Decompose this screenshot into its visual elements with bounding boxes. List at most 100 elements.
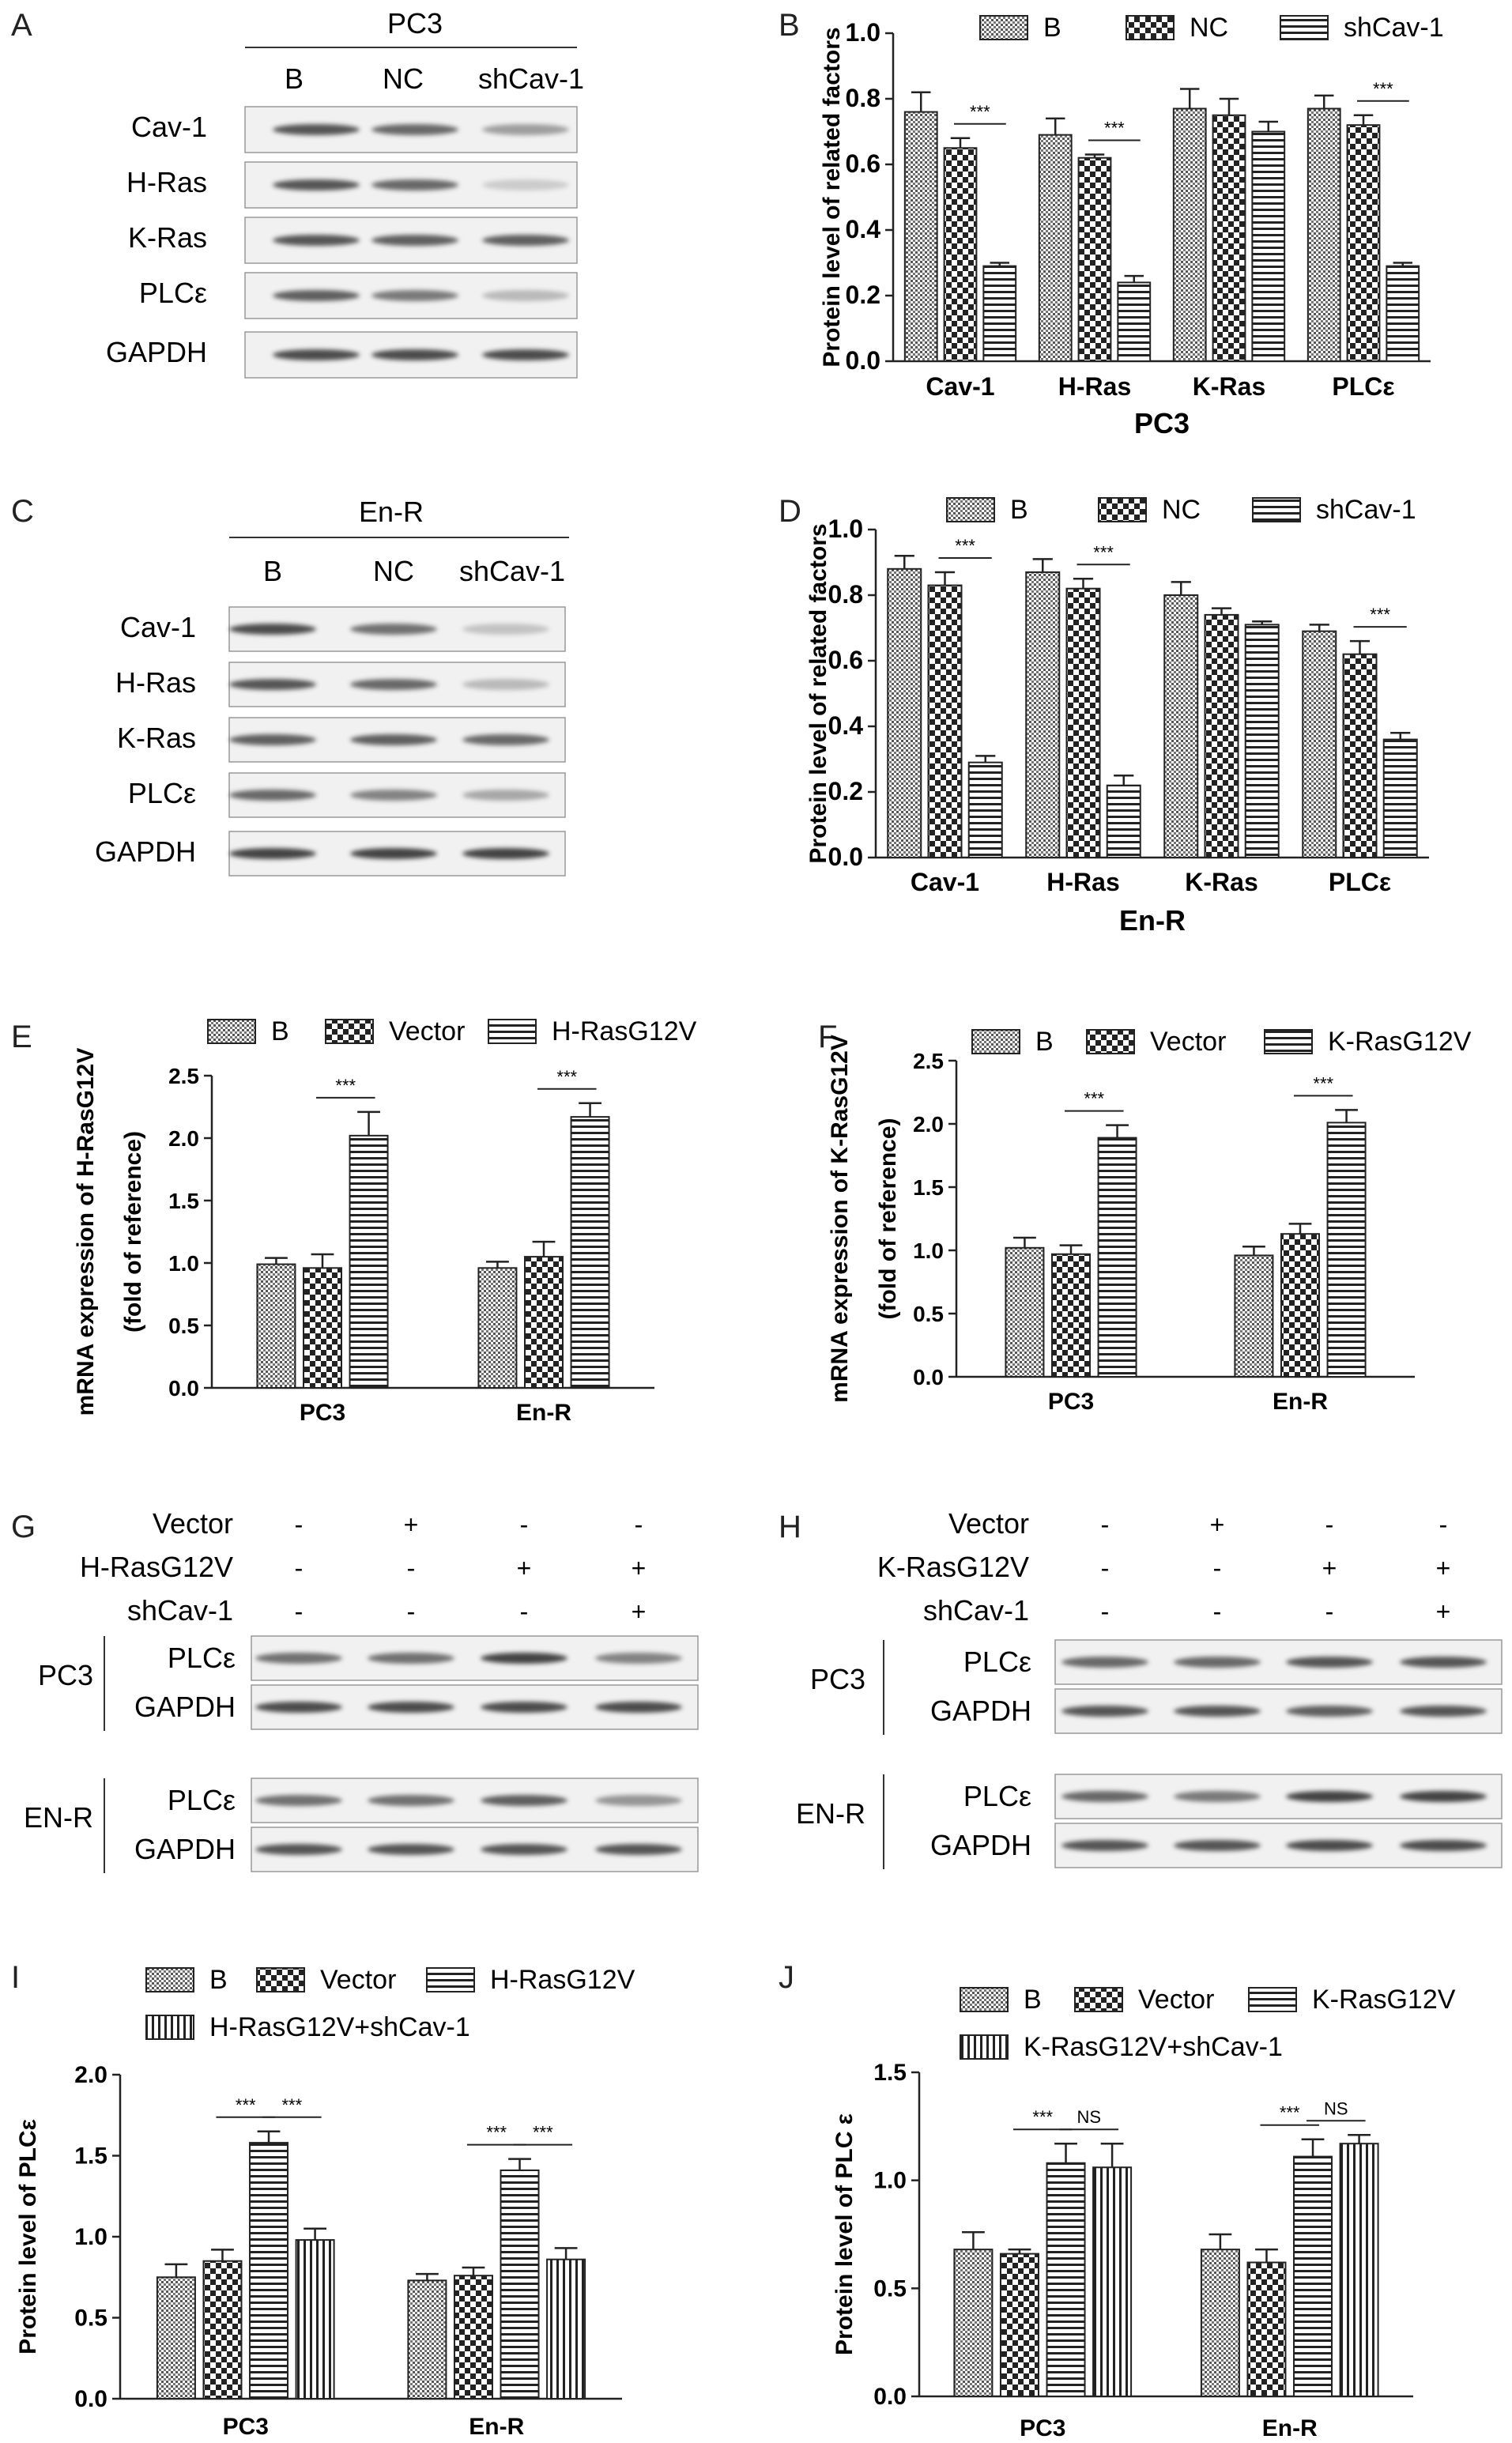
- blot-band: [255, 1795, 342, 1806]
- blot-band: [1400, 1657, 1487, 1668]
- x-tick-label: En-R: [469, 2414, 524, 2440]
- chart-f: 0.0 0.5 1.0 1.5 2.0 2.5 mRNA expression of K-R…: [827, 1027, 1472, 1415]
- blot-band: [462, 848, 549, 859]
- bar: [1077, 156, 1112, 362]
- bar: [1117, 281, 1152, 362]
- y-axis-label: Protein level of PLC ε: [831, 2113, 858, 2355]
- x-tick-label: En-R: [516, 1400, 571, 1426]
- significance-label: ***: [1084, 1089, 1104, 1109]
- bar: [1244, 624, 1280, 858]
- x-tick-label: H-Ras: [1046, 868, 1119, 896]
- y-tick-label: 0.6: [846, 149, 880, 178]
- blot-band: [350, 790, 437, 801]
- treatment-mark: -: [407, 1554, 416, 1582]
- x-tick-label: K-Ras: [1193, 372, 1265, 401]
- significance-label: ***: [955, 536, 975, 556]
- treatment-label: Vector: [948, 1507, 1029, 1540]
- treatment-mark: +: [1436, 1554, 1451, 1582]
- y-axis-label: Protein level of related factors: [819, 27, 845, 367]
- blot-band: [350, 848, 437, 859]
- blot-band: [368, 1795, 454, 1806]
- legend-label: K-RasG12V: [1328, 1027, 1472, 1057]
- panel-letter-h: H: [779, 1510, 801, 1544]
- significance-label: ***: [556, 1067, 577, 1087]
- legend-label: B: [1010, 495, 1028, 525]
- significance-label: ***: [1032, 2107, 1053, 2127]
- treatment-mark: -: [520, 1597, 529, 1626]
- bar: [524, 1256, 564, 1389]
- panel-letter-g: G: [11, 1510, 36, 1544]
- blot-row-label: K-Ras: [117, 722, 196, 754]
- blot-band: [350, 679, 437, 690]
- legend-swatch: [1280, 15, 1329, 40]
- treatment-mark: -: [1101, 1554, 1110, 1582]
- y-tick-label: 1.0: [74, 2224, 107, 2250]
- y-axis-label-secondary: (fold of reference): [875, 1118, 901, 1319]
- bar: [1326, 1122, 1367, 1378]
- significance-label: NS: [1324, 2098, 1348, 2118]
- x-tick-label: PC3: [1048, 1389, 1094, 1415]
- y-tick-label: 1.0: [168, 1251, 199, 1276]
- y-tick-label: 0.4: [828, 711, 864, 740]
- significance-label: ***: [533, 2123, 553, 2143]
- blot-rows: Cav-1 H-Ras K-Ras PLCε GAPDH: [106, 106, 578, 379]
- blot-band: [1061, 1657, 1148, 1668]
- treatment-label: H-RasG12V: [80, 1551, 233, 1583]
- y-tick-label: 0.4: [846, 215, 881, 243]
- bar: [953, 2249, 994, 2397]
- blot-band: [229, 734, 316, 745]
- legend-swatch: [325, 1019, 374, 1044]
- bar: [943, 147, 978, 362]
- x-tick-label: Cav-1: [926, 372, 994, 401]
- blot-band: [229, 848, 316, 859]
- y-tick-label: 0.8: [846, 84, 880, 112]
- y-axis-label: Protein level of PLCε: [15, 2119, 41, 2354]
- blot-row-label: Cav-1: [120, 611, 196, 643]
- treatment-mark: +: [632, 1554, 647, 1582]
- y-tick-label: 0.0: [828, 843, 863, 871]
- bar: [349, 1134, 389, 1389]
- legend-label: H-RasG12V+shCav-1: [209, 2012, 470, 2042]
- panel-letter-e: E: [11, 1020, 32, 1054]
- bar: [982, 265, 1017, 362]
- legend-label: Vector: [320, 1965, 396, 1995]
- bar: [1200, 2249, 1240, 2397]
- y-tick-label: 0.5: [873, 2275, 907, 2302]
- legend-label: K-RasG12V+shCav-1: [1024, 2032, 1283, 2062]
- bar: [1106, 784, 1141, 859]
- panel-letter-i: I: [11, 1960, 20, 1995]
- bar: [546, 2258, 586, 2400]
- y-tick-label: 0.2: [828, 777, 863, 805]
- bar: [256, 1263, 296, 1389]
- blot-band: [255, 1844, 342, 1855]
- legend-swatch: [1126, 15, 1175, 40]
- blot-band: [1061, 1840, 1148, 1851]
- treatment-mark: -: [1325, 1510, 1334, 1539]
- y-tick-label: 1.0: [873, 2168, 907, 2194]
- bar: [249, 2142, 289, 2400]
- treatment-mark: -: [295, 1510, 304, 1539]
- blot-band: [1286, 1706, 1373, 1717]
- bar: [1172, 107, 1207, 362]
- significance-label: ***: [1280, 2103, 1300, 2123]
- treatment-mark: -: [520, 1510, 529, 1539]
- legend-swatch: [145, 2015, 194, 2040]
- bar: [1097, 1137, 1137, 1378]
- x-tick-label: En-R: [1273, 1389, 1328, 1415]
- y-tick-label: 1.5: [913, 1175, 944, 1200]
- bar: [927, 584, 963, 858]
- y-tick-label: 2.5: [168, 1064, 199, 1088]
- legend-swatch: [145, 1967, 194, 1992]
- panel-letter-b: B: [779, 8, 800, 43]
- bar: [1212, 114, 1246, 362]
- bar: [295, 2239, 335, 2400]
- blot-band: [1174, 1840, 1261, 1851]
- y-tick-label: 2.0: [74, 2062, 107, 2088]
- panel-letter-a: A: [11, 8, 32, 43]
- panel-letter-c: C: [11, 494, 34, 529]
- blot-band: [1286, 1791, 1373, 1802]
- x-axis-label: En-R: [1119, 904, 1186, 937]
- blot-row-label: GAPDH: [134, 1833, 236, 1865]
